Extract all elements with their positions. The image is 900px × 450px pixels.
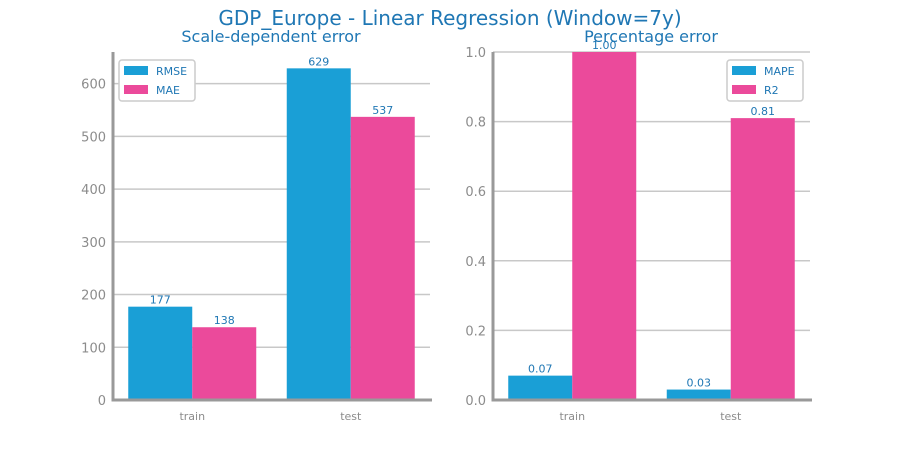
y-tick-label: 0.4	[465, 255, 486, 270]
data-label: 0.07	[528, 363, 553, 376]
bar-rmse-test	[286, 68, 351, 400]
bar-mae-test	[350, 116, 415, 400]
y-tick-label: 0.6	[465, 185, 486, 200]
bar-rmse-train	[128, 306, 193, 400]
figure-title: GDP_Europe - Linear Regression (Window=7…	[218, 6, 681, 30]
legend-label: MAPE	[764, 65, 795, 78]
data-label: 138	[214, 314, 235, 327]
legend-label: R2	[764, 84, 779, 97]
y-tick-label: 200	[81, 289, 106, 304]
x-tick-label: test	[340, 410, 362, 423]
data-label: 537	[372, 104, 393, 117]
legend: MAPE R2	[726, 59, 804, 102]
data-label: 629	[308, 55, 329, 68]
legend: RMSE MAE	[118, 59, 196, 102]
bar-mae-train	[192, 327, 257, 400]
data-label: 177	[150, 294, 171, 307]
chart-scale-dependent-error: Scale-dependent error 0 100 200 300 400 500 600…	[81, 27, 432, 423]
bar-r2-test	[730, 118, 795, 401]
x-tick-label: test	[720, 410, 742, 423]
y-tick-label: 500	[81, 130, 106, 145]
data-label: 0.03	[687, 377, 712, 390]
chart-title: Percentage error	[584, 27, 718, 46]
y-tick-label: 0	[98, 394, 106, 409]
legend-swatch	[124, 85, 148, 94]
bar-r2-train	[572, 52, 637, 400]
x-tick-label: train	[179, 410, 205, 423]
y-tick-label: 1.0	[465, 46, 486, 61]
x-tick-label: train	[559, 410, 585, 423]
y-tick-label: 300	[81, 236, 106, 251]
y-tick-label: 0.2	[465, 324, 486, 339]
bar-mape-test	[666, 389, 731, 400]
legend-swatch	[732, 66, 756, 75]
chart-title: Scale-dependent error	[181, 27, 361, 46]
legend-label: RMSE	[156, 65, 187, 78]
chart-percentage-error: Percentage error 0.0 0.2 0.4 0.6 0.8 1.0 0.07 1.…	[465, 27, 812, 423]
y-tick-label: 400	[81, 183, 106, 198]
legend-label: MAE	[156, 84, 180, 97]
bar-mape-train	[508, 375, 573, 400]
legend-swatch	[124, 66, 148, 75]
data-label: 1.00	[592, 39, 617, 52]
y-tick-label: 0.0	[465, 394, 486, 409]
data-label: 0.81	[751, 105, 776, 118]
y-tick-label: 100	[81, 341, 106, 356]
y-tick-label: 0.8	[465, 116, 486, 131]
legend-swatch	[732, 85, 756, 94]
y-tick-label: 600	[81, 78, 106, 93]
